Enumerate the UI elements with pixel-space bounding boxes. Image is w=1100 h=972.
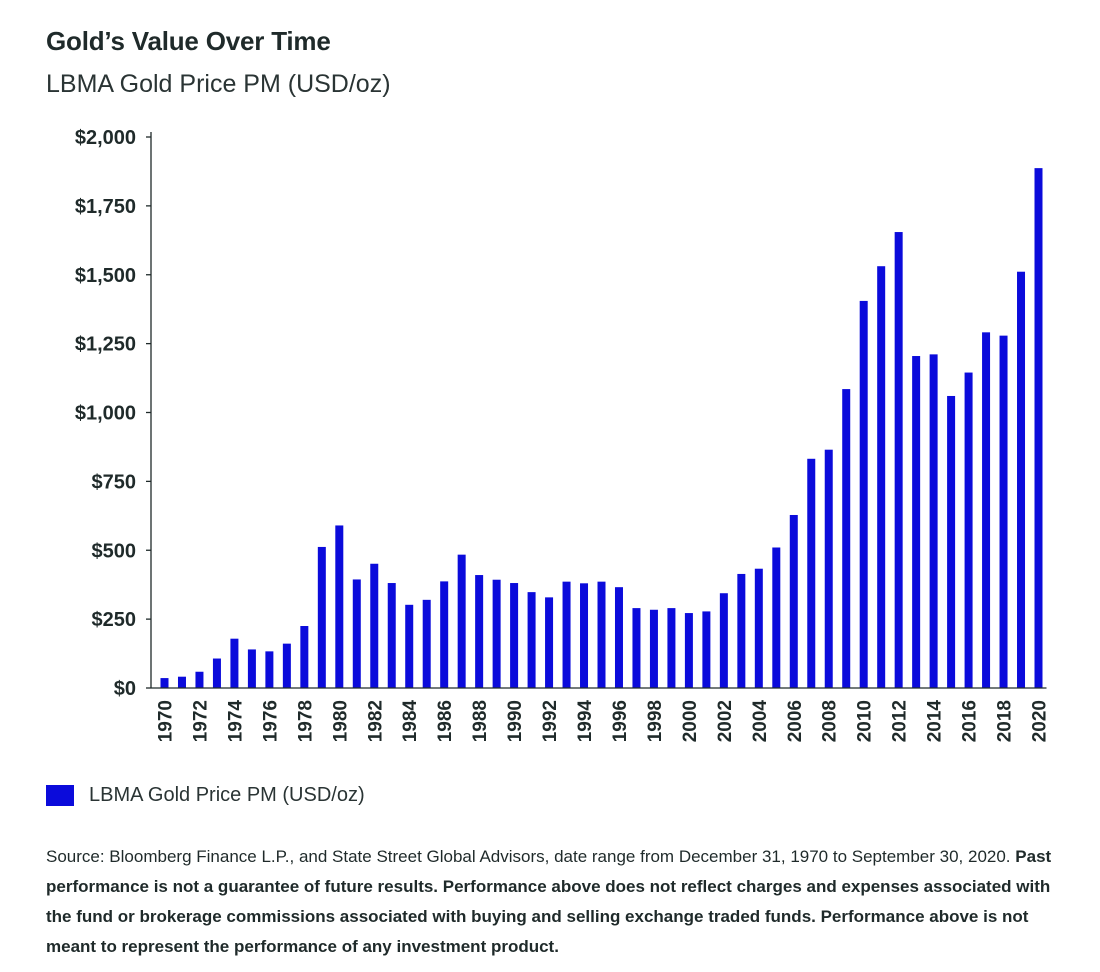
bar-1995	[597, 581, 606, 688]
y-tick-label: $1,250	[75, 334, 136, 356]
bar-1982	[370, 563, 379, 688]
bar-2009	[842, 389, 851, 688]
x-tick-label: 1980	[330, 700, 351, 742]
x-tick-label: 1994	[575, 700, 596, 743]
x-tick-label: 2006	[785, 700, 806, 742]
x-tick-label: 2008	[820, 700, 841, 742]
x-tick-label: 1986	[435, 700, 456, 742]
x-tick-label: 2010	[855, 700, 876, 742]
x-axis: 1970 1972 1974 1976 1978 1980 1982 1984 1986 1988…	[151, 687, 1051, 743]
bar-chart: $0 $250 $500 $750 $1,000 $1,250 $1,500 $1,750 $2…	[75, 127, 1051, 743]
bar-2020	[1034, 168, 1043, 689]
bars	[160, 168, 1043, 689]
bar-2011	[877, 266, 886, 688]
legend-label: LBMA Gold Price PM (USD/oz)	[89, 784, 365, 806]
bar-2004	[754, 568, 763, 688]
bar-2019	[1017, 271, 1026, 688]
bar-2016	[964, 372, 973, 688]
x-tick-label: 1984	[400, 700, 421, 743]
y-tick-label: $2,000	[75, 127, 136, 149]
x-tick-label: 1996	[610, 700, 631, 742]
bar-1988	[475, 575, 484, 688]
bar-2014	[929, 354, 938, 688]
bar-1974	[230, 638, 239, 688]
bar-1979	[317, 546, 326, 688]
x-tick-label: 2016	[960, 700, 981, 742]
x-tick-label: 1998	[645, 700, 666, 742]
bar-2015	[947, 395, 956, 688]
y-tick-label: $0	[114, 678, 136, 700]
x-tick-label: 2020	[1030, 700, 1051, 742]
y-tick-label: $1,500	[75, 265, 136, 287]
bar-1989	[492, 579, 501, 688]
y-tick-label: $500	[92, 540, 137, 562]
bar-1998	[649, 609, 658, 688]
bar-1983	[387, 583, 396, 688]
bar-1985	[422, 599, 431, 688]
bar-2007	[807, 458, 816, 688]
bar-1999	[667, 608, 676, 688]
bar-2003	[737, 573, 746, 688]
bar-1996	[614, 587, 623, 688]
x-tick-label: 1988	[470, 700, 491, 742]
bar-2006	[789, 514, 798, 688]
bar-2005	[772, 547, 781, 688]
x-tick-label: 1978	[295, 700, 316, 742]
bar-2000	[684, 613, 693, 688]
bar-1972	[195, 671, 204, 688]
bar-1986	[440, 581, 449, 688]
x-tick-label: 1974	[225, 700, 246, 743]
x-tick-label: 2002	[715, 700, 736, 742]
x-tick-label: 1990	[505, 700, 526, 742]
bar-1984	[405, 604, 414, 688]
x-tick-label: 1972	[190, 700, 211, 742]
bar-1975	[247, 649, 256, 688]
bar-2017	[982, 332, 991, 688]
source-note: Source: Bloomberg Finance L.P., and Stat…	[46, 842, 1066, 962]
bar-2001	[702, 611, 711, 688]
bar-1987	[457, 554, 466, 688]
bar-2002	[719, 593, 728, 688]
bar-1992	[545, 597, 554, 688]
bar-1976	[265, 651, 274, 688]
x-tick-label: 1982	[365, 700, 386, 742]
x-tick-label: 1976	[260, 700, 281, 742]
bar-1991	[527, 592, 536, 688]
bar-2018	[999, 335, 1008, 688]
y-tick-label: $750	[92, 471, 137, 493]
y-tick-label: $1,750	[75, 196, 136, 218]
bar-2008	[824, 449, 833, 688]
x-tick-label: 2004	[750, 700, 771, 743]
source-text: Source: Bloomberg Finance L.P., and Stat…	[46, 847, 1011, 866]
bar-1990	[510, 583, 519, 688]
chart-subtitle: LBMA Gold Price PM (USD/oz)	[46, 70, 391, 98]
legend: LBMA Gold Price PM (USD/oz)	[46, 784, 365, 807]
bar-1978	[300, 626, 309, 688]
y-axis: $0 $250 $500 $750 $1,000 $1,250 $1,500 $1,750 $2…	[75, 127, 152, 700]
legend-swatch	[46, 785, 74, 806]
bar-1981	[352, 579, 361, 688]
y-tick-label: $250	[92, 609, 137, 631]
x-tick-label: 2014	[925, 700, 946, 743]
bar-1973	[212, 658, 221, 688]
bar-1993	[562, 581, 571, 688]
x-tick-label: 2018	[995, 700, 1016, 742]
bar-1977	[282, 643, 291, 688]
x-tick-label: 2000	[680, 700, 701, 742]
x-tick-label: 2012	[890, 700, 911, 742]
bar-2013	[912, 356, 921, 688]
bar-1971	[177, 676, 186, 688]
bar-2010	[859, 300, 868, 688]
bar-1980	[335, 525, 344, 688]
y-tick-label: $1,000	[75, 403, 136, 425]
bar-1970	[160, 678, 169, 688]
x-tick-label: 1992	[540, 700, 561, 742]
bar-1994	[580, 583, 589, 688]
disclaimer-text: Past performance is not a guarantee of f…	[46, 847, 1052, 956]
chart-title: Gold’s Value Over Time	[46, 26, 331, 56]
bar-1997	[632, 608, 641, 688]
bar-2012	[894, 232, 903, 689]
x-tick-label: 1970	[156, 700, 177, 742]
